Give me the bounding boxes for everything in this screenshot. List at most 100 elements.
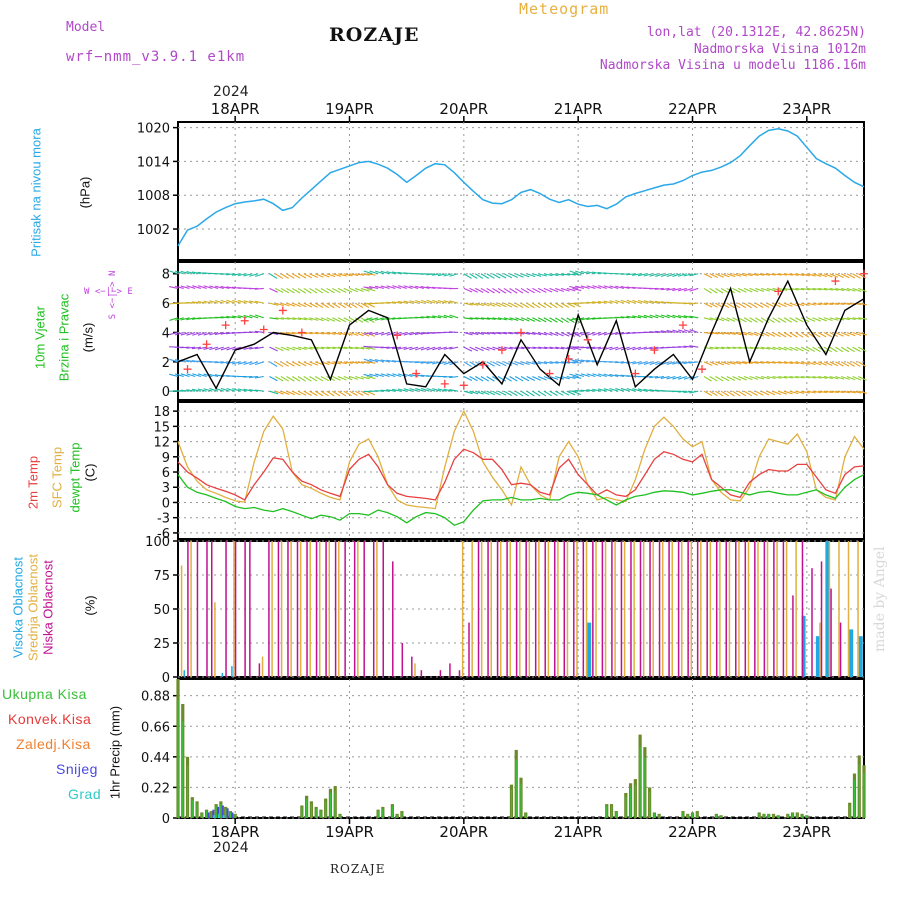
wind-arrow	[220, 316, 230, 319]
wind-arrow	[192, 373, 202, 378]
wind-arrow	[720, 346, 731, 350]
wind-arrow	[520, 287, 530, 294]
panel-frame-pressure	[177, 121, 865, 261]
wind-arrow	[243, 388, 253, 392]
wind-arrow	[274, 287, 284, 293]
wind-arrow	[220, 299, 230, 304]
wind-arrow	[777, 317, 787, 323]
wind-arrow	[823, 317, 833, 322]
wind-arrow	[426, 346, 436, 351]
wind-arrow	[532, 376, 541, 381]
wind-arrow	[603, 346, 613, 350]
wind-arrow	[532, 302, 541, 309]
wind-arrow	[503, 287, 512, 294]
wind-arrow	[314, 287, 324, 294]
wind-arrow	[509, 302, 518, 308]
wind-arrow	[369, 317, 379, 321]
wind-arrow	[626, 346, 636, 351]
wind-arrow	[432, 388, 442, 392]
wind-arrow	[566, 302, 576, 308]
cloud-label-high: Visoka Oblacnost	[10, 557, 26, 658]
wind-arrow	[852, 302, 862, 306]
wind-arrow	[709, 302, 718, 308]
wind-arrow	[755, 390, 764, 396]
wind-arrow	[555, 361, 565, 364]
wind-arrow	[492, 317, 502, 321]
wind-arrow	[191, 301, 201, 304]
wind-arrow	[480, 273, 489, 279]
wind-arrow	[738, 361, 748, 365]
wind-arrow	[254, 273, 264, 277]
wind-arrow	[709, 287, 718, 294]
wind-arrow	[343, 375, 353, 381]
wind-arrow	[743, 331, 753, 336]
wind-arrow	[214, 331, 224, 336]
wind-arrow	[829, 273, 839, 278]
wind-arrow	[469, 302, 479, 306]
wind-arrow	[689, 390, 699, 394]
wind-arrow	[615, 299, 625, 304]
cloud-mid-bar	[690, 541, 693, 677]
precip-rain-bar	[758, 813, 760, 818]
cloud-low-bar	[696, 541, 699, 677]
wind-arrow	[703, 273, 713, 279]
wind-arrow	[560, 375, 570, 380]
wind-arrow	[829, 346, 838, 353]
wind-arrow	[286, 302, 296, 307]
wind-arrow	[689, 315, 699, 319]
wind-arrow	[337, 287, 347, 293]
wind-arrow	[337, 346, 348, 350]
wind-arrow	[806, 287, 816, 291]
wind-arrow	[566, 390, 576, 396]
wind-arrow	[789, 361, 799, 365]
wind-arrow	[766, 302, 776, 308]
temp-unit: (C)	[82, 463, 98, 482]
wind-arrow	[783, 361, 793, 365]
cloud-mid-bar	[547, 541, 550, 677]
wind-arrow	[829, 361, 839, 367]
wind-arrow	[720, 376, 730, 382]
wind-arrow	[349, 287, 359, 293]
precip-rain-bar	[625, 796, 627, 818]
wind-arrow	[437, 346, 447, 351]
wind-arrow	[309, 376, 318, 382]
panel-frame-temperature	[177, 401, 865, 540]
cloud-low-bar	[525, 541, 527, 677]
wind-arrow	[297, 376, 307, 382]
wind-arrow	[426, 286, 436, 289]
wind-arrow	[520, 302, 530, 309]
wind-arrow	[603, 388, 613, 392]
wind-arrow	[486, 317, 496, 320]
wind-arrow	[386, 359, 396, 363]
wind-arrow	[537, 287, 547, 293]
wind-arrow	[297, 273, 307, 279]
ytick-label-precip-4: 0.88	[141, 690, 170, 705]
snow-bar	[207, 812, 210, 818]
ytick-label-pressure-1: 1008	[137, 189, 170, 204]
graupel-bar	[213, 815, 216, 818]
wind-arrow	[549, 346, 559, 350]
wind-arrow	[469, 331, 479, 336]
wind-arrow	[486, 390, 496, 396]
wind-arrow	[526, 331, 536, 335]
wind-arrow	[637, 273, 647, 277]
wind-arrow	[677, 390, 687, 393]
precip-rain-bar	[691, 813, 694, 818]
cloud-low-bar	[392, 561, 394, 677]
wind-arrow	[515, 317, 524, 322]
wind-arrow	[632, 315, 642, 319]
wind-arrow	[609, 373, 619, 378]
wind-arrow	[818, 287, 828, 291]
wind-arrow	[366, 346, 376, 350]
cloud-mid-bar	[233, 541, 235, 677]
cloud-mid-bar	[661, 541, 664, 677]
wind-arrow	[386, 346, 396, 349]
precip-rain-bar	[310, 803, 312, 818]
wind-arrow	[715, 317, 725, 322]
wind-arrow	[426, 273, 436, 276]
wind-arrow	[515, 287, 524, 294]
wind-arrow	[280, 302, 290, 307]
wind-arrow	[174, 390, 184, 392]
wind-arrow	[572, 273, 582, 276]
cloud-low-bar	[582, 541, 585, 677]
